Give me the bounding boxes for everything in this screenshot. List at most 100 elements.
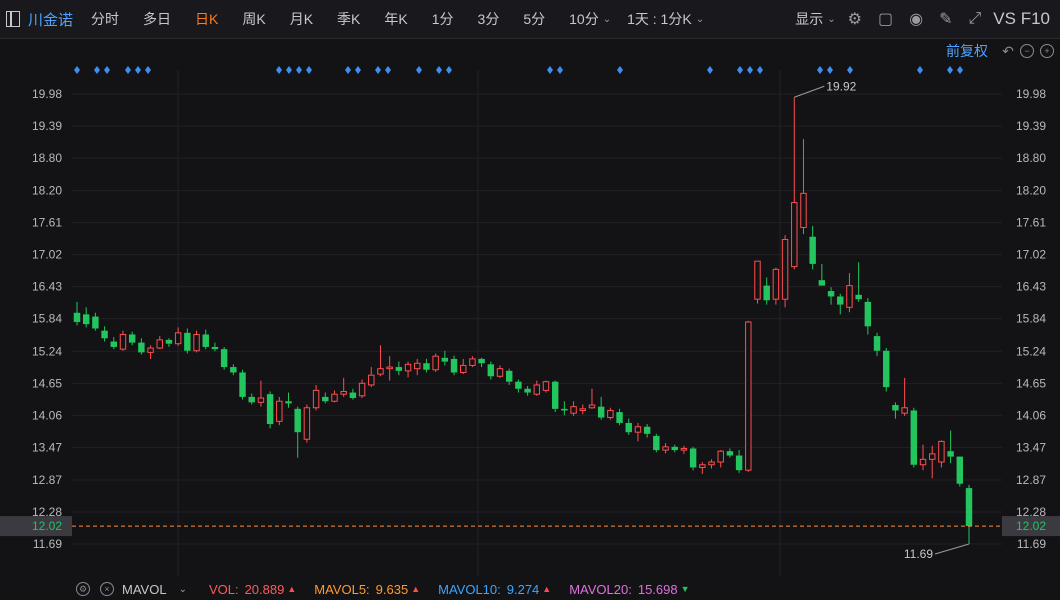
candle[interactable] [156,336,163,350]
candle[interactable] [965,484,973,544]
candle[interactable] [772,267,780,305]
candle[interactable] [285,392,292,408]
candle[interactable] [469,356,476,368]
candle[interactable] [147,345,154,359]
zoom-out-icon[interactable]: − [1020,44,1034,58]
candlestick-chart[interactable]: 19.98 19.39 18.80 18.20 17.61 17.02 16.43 15.84… [0,64,1060,576]
display-menu[interactable]: 显示 [795,11,824,27]
event-marker[interactable] [446,66,452,74]
event-marker[interactable] [276,66,282,74]
zoom-in-icon[interactable]: + [1040,44,1054,58]
vs-f10-button[interactable]: VS F10 [993,9,1050,28]
candle[interactable] [855,262,862,302]
candle[interactable] [515,379,522,393]
event-marker[interactable] [847,66,853,74]
chevron-down-icon[interactable]: ⌄ [602,13,612,25]
candle[interactable] [119,330,127,351]
event-marker[interactable] [345,66,351,74]
candle[interactable] [579,404,586,415]
candle[interactable] [294,406,301,458]
event-marker[interactable] [547,66,553,74]
event-marker[interactable] [125,66,131,74]
tab-day-k[interactable]: 日K [195,11,219,27]
gear-icon[interactable]: ⚙ [847,11,862,28]
event-marker[interactable] [306,66,312,74]
settings-icon[interactable]: ⚙ [76,582,90,596]
candle[interactable] [349,388,357,400]
tab-10min[interactable]: 10分 [569,11,599,27]
candle[interactable] [901,377,908,416]
candle[interactable] [754,260,761,304]
candle[interactable] [919,444,927,471]
candle[interactable] [92,312,99,331]
expand-icon[interactable]: ⤢ [968,10,982,27]
tab-quarter-k[interactable]: 季K [337,11,361,27]
candle[interactable] [239,369,246,400]
candle[interactable] [883,348,890,392]
candle[interactable] [643,424,651,438]
candle[interactable] [441,350,449,366]
candle[interactable] [220,346,228,370]
candle[interactable] [938,440,945,468]
event-marker[interactable] [757,66,763,74]
indicator-name[interactable]: MAVOL [122,581,167,597]
event-marker[interactable] [827,66,833,74]
candle[interactable] [763,277,770,305]
candle[interactable] [699,462,706,474]
candle[interactable] [138,338,145,355]
candle[interactable] [634,422,642,442]
candle[interactable] [82,307,90,328]
candle[interactable] [211,342,219,352]
candle[interactable] [386,356,393,381]
event-marker[interactable] [74,66,80,74]
candle[interactable] [570,401,577,416]
event-marker[interactable] [135,66,141,74]
candle[interactable] [947,430,954,464]
candle[interactable] [423,358,430,373]
candle[interactable] [110,337,118,350]
candle[interactable] [230,364,237,376]
candle[interactable] [662,443,669,454]
candle[interactable] [174,327,182,346]
candle[interactable] [671,444,678,453]
candle[interactable] [358,379,366,398]
candle[interactable] [607,407,614,420]
candle[interactable] [524,386,531,396]
event-marker[interactable] [416,66,422,74]
stock-name[interactable]: 川金诺 [28,11,74,29]
candle[interactable] [303,404,311,443]
candle[interactable] [800,139,807,235]
candle[interactable] [708,459,715,469]
candle[interactable] [368,367,375,388]
event-marker[interactable] [617,66,623,74]
chevron-down-icon[interactable]: ⌄ [827,13,836,25]
event-marker[interactable] [286,66,292,74]
event-marker[interactable] [94,66,100,74]
candle[interactable] [266,391,274,429]
panel-toggle-icon[interactable] [6,11,20,27]
candle[interactable] [818,263,826,286]
chevron-down-icon[interactable]: ⌄ [695,13,705,25]
event-marker[interactable] [957,66,963,74]
candle[interactable] [873,332,881,357]
candle[interactable] [331,390,338,403]
tab-3min[interactable]: 3分 [477,11,500,27]
candle[interactable] [414,358,421,376]
tab-1min[interactable]: 1分 [431,11,454,27]
candle[interactable] [928,445,936,479]
event-marker[interactable] [917,66,923,74]
candle[interactable] [496,365,504,378]
candle[interactable] [377,345,384,377]
event-marker[interactable] [947,66,953,74]
event-marker[interactable] [707,66,713,74]
square-icon[interactable]: ▢ [877,11,894,28]
candle[interactable] [478,357,485,368]
tab-month-k[interactable]: 月K [289,11,314,27]
candle[interactable] [487,361,495,380]
event-marker[interactable] [557,66,563,74]
candle[interactable] [395,361,403,376]
candle[interactable] [653,433,660,453]
candle[interactable] [128,331,136,346]
candle[interactable] [827,287,835,305]
tab-5min[interactable]: 5分 [523,11,546,27]
